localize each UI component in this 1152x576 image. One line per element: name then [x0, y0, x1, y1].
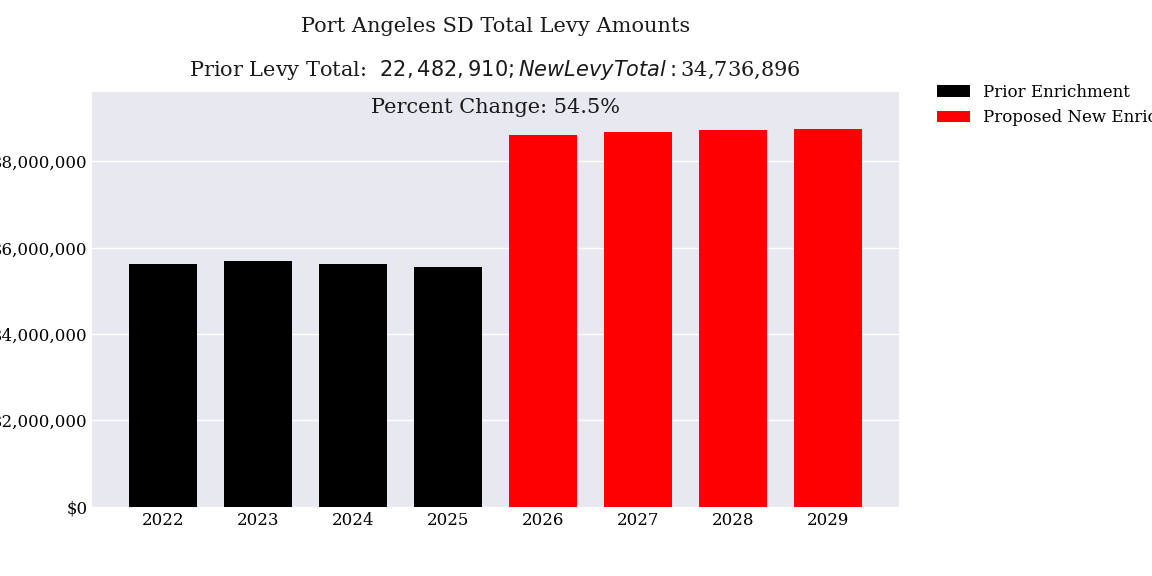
Legend: Prior Enrichment, Proposed New Enrichment: Prior Enrichment, Proposed New Enrichmen…	[930, 77, 1152, 133]
Text: Port Angeles SD Total Levy Amounts: Port Angeles SD Total Levy Amounts	[301, 17, 690, 36]
Bar	[319, 264, 387, 507]
Bar	[509, 135, 577, 507]
Text: Percent Change: 54.5%: Percent Change: 54.5%	[371, 98, 620, 117]
Bar	[414, 267, 482, 507]
Bar	[604, 132, 672, 507]
Bar	[223, 261, 293, 507]
Text: Prior Levy Total:  $22,482,910; New Levy Total: $34,736,896: Prior Levy Total: $22,482,910; New Levy …	[189, 58, 802, 82]
Bar	[794, 130, 862, 507]
Bar	[698, 130, 767, 507]
Bar	[129, 264, 197, 507]
